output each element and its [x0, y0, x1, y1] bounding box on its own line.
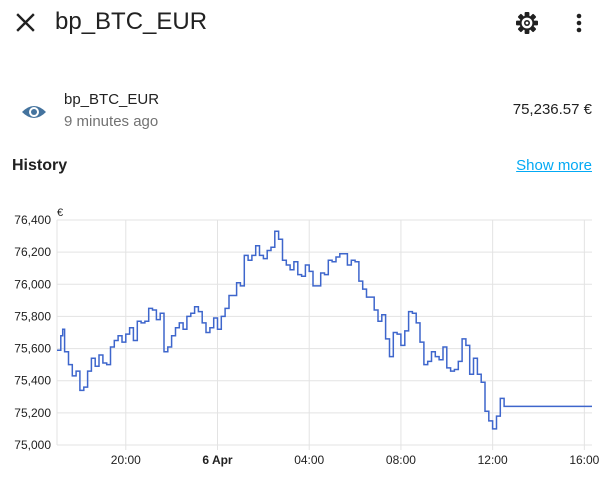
x-tick-label: 6 Apr	[202, 453, 233, 467]
y-tick-label: 75,200	[14, 406, 51, 420]
y-tick-label: 76,000	[14, 277, 51, 291]
last-changed-time: 9 minutes ago	[64, 113, 159, 130]
y-axis-unit-label: €	[57, 207, 63, 219]
entity-row: bp_BTC_EUR 9 minutes ago 75,236.57 €	[0, 82, 607, 140]
show-more-link[interactable]: Show more	[516, 157, 592, 174]
y-tick-label: 75,600	[14, 342, 51, 356]
close-icon	[16, 13, 35, 32]
entity-name: bp_BTC_EUR	[64, 91, 160, 108]
x-tick-label: 12:00	[478, 453, 508, 467]
chart-grid	[56, 219, 592, 450]
y-axis: 76,400 76,200 76,000 75,800 75,600 75,400 75,2…	[14, 213, 51, 452]
price-series-line	[57, 230, 592, 430]
settings-button[interactable]	[512, 8, 542, 38]
y-tick-label: 75,000	[14, 438, 51, 452]
y-tick-label: 75,400	[14, 374, 51, 388]
history-chart-svg: 76,400 76,200 76,000 75,800 75,600 75,400 75,2…	[14, 207, 600, 467]
history-chart[interactable]: 76,400 76,200 76,000 75,800 75,600 75,400 75,2…	[0, 200, 607, 485]
menu-button[interactable]	[565, 8, 593, 38]
chart-series	[57, 230, 592, 430]
entity-state-value: 75,236.57 €	[512, 101, 592, 118]
x-tick-label: 08:00	[386, 453, 416, 467]
y-tick-label: 75,800	[14, 309, 51, 323]
eye-icon	[20, 98, 48, 126]
history-heading: History	[12, 157, 68, 174]
x-tick-label: 04:00	[294, 453, 324, 467]
gear-icon	[516, 12, 538, 34]
x-axis: 20:00 6 Apr 04:00 08:00 12:00 16:00	[111, 453, 600, 467]
y-tick-label: 76,400	[14, 213, 51, 227]
x-tick-label: 16:00	[569, 453, 599, 467]
dialog-header: bp_BTC_EUR	[0, 0, 607, 46]
y-tick-label: 76,200	[14, 245, 51, 259]
dots-vertical-icon	[576, 13, 582, 33]
dialog-title: bp_BTC_EUR	[55, 8, 208, 35]
x-tick-label: 20:00	[111, 453, 141, 467]
close-button[interactable]	[10, 8, 40, 38]
